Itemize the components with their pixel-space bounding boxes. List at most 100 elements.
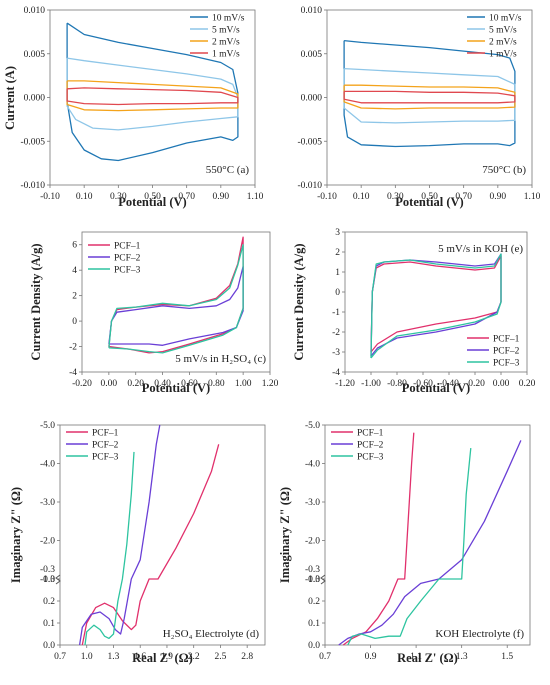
- y-tick-label: -4: [332, 368, 340, 378]
- y-tick-label: -5.0: [40, 421, 55, 431]
- y-tick-label: -3.0: [40, 498, 55, 508]
- y-tick-label: -4: [69, 368, 77, 378]
- x-tick-label: 0.60: [181, 379, 198, 389]
- y-tick-label: -0.005: [20, 137, 45, 147]
- y-tick-label: 1: [335, 268, 340, 278]
- axis-break-mark: [55, 574, 61, 585]
- x-tick-label: -0.80: [387, 379, 407, 389]
- plot-frame: [344, 231, 528, 373]
- series-line-pcf-1: [342, 432, 415, 646]
- y-tick-label: 0.0: [43, 641, 55, 651]
- series-line-5-mv-s: [66, 57, 239, 131]
- x-tick-label: 1.20: [262, 379, 279, 389]
- y-tick-label: -2: [332, 328, 340, 338]
- y-tick-label: 0.010: [24, 6, 46, 16]
- legend-label: 5 mV/s: [212, 26, 240, 36]
- y-axis-title: Imaginary Z" (Ω): [9, 487, 23, 583]
- x-tick-label: -0.60: [413, 379, 433, 389]
- plot-frame: [49, 9, 256, 186]
- x-tick-label: -1.20: [335, 379, 355, 389]
- y-tick-label: 0.3: [308, 575, 320, 585]
- x-tick-label: -0.40: [439, 379, 459, 389]
- series-line-pcf-3: [108, 244, 244, 354]
- x-tick-label: -0.20: [465, 379, 485, 389]
- series-line-pcf-2: [78, 424, 161, 646]
- legend-label: 5 mV/s: [489, 26, 517, 36]
- y-tick-label: 0.2: [308, 597, 320, 607]
- chart-panel-a: -0.10 0.10 0.30 0.50 0.70 0.90 1.10 -0.010 -0.00…: [3, 6, 264, 209]
- x-tick-label: 0.00: [493, 379, 510, 389]
- y-tick-label: 0.010: [301, 6, 323, 16]
- x-tick-label: 0.10: [76, 192, 93, 202]
- x-axis-title: Potential (V): [402, 381, 470, 395]
- legend-label: PCF–3: [92, 453, 119, 463]
- panel-annotation: 5 mV/s in H₂SO₄ (c): [175, 353, 266, 365]
- panel-annotation: KOH Electrolyte (f): [435, 628, 524, 640]
- y-axis-title: Current Density (A/g): [29, 243, 43, 360]
- y-tick-label: -4.0: [40, 460, 55, 470]
- series-line-1-mv-s: [343, 90, 516, 104]
- x-tick-label: 0.20: [519, 379, 536, 389]
- panel-annotation: 5 mV/s in KOH (e): [438, 243, 523, 255]
- plot-frame: [326, 9, 533, 186]
- legend-label: PCF–3: [357, 453, 384, 463]
- x-tick-label: -0.10: [317, 192, 337, 202]
- y-tick-label: 0.000: [301, 94, 323, 104]
- legend-label: PCF–1: [92, 429, 119, 439]
- legend-label: PCF–2: [357, 441, 384, 451]
- x-tick-label: 1.10: [524, 192, 541, 202]
- x-tick-label: 0.7: [319, 652, 331, 662]
- y-tick-label: -0.010: [20, 181, 45, 191]
- x-tick-label: 0.80: [208, 379, 225, 389]
- series-line-pcf-2: [108, 265, 244, 346]
- x-tick-label: 0.40: [154, 379, 171, 389]
- legend-label: 1 mV/s: [489, 50, 517, 60]
- y-tick-label: -4.0: [305, 460, 320, 470]
- series-line-pcf-1: [370, 255, 502, 353]
- x-axis-title: Real Z' (Ω): [397, 651, 458, 665]
- series-line-1-mv-s: [66, 87, 239, 106]
- y-tick-label: 4: [72, 266, 77, 276]
- series-line-10-mv-s: [66, 22, 239, 162]
- y-tick-label: -2: [69, 343, 77, 353]
- chart-panel-b: -0.10 0.10 0.30 0.50 0.70 0.90 1.10 -0.010 -0.00…: [297, 6, 540, 209]
- panel-annotation: 550°C (a): [206, 164, 250, 176]
- x-tick-label: 1.6: [134, 652, 146, 662]
- series-line-pcf-3: [84, 451, 135, 646]
- legend-label: PCF–1: [357, 429, 384, 439]
- y-tick-label: -2.0: [40, 537, 55, 547]
- y-tick-label: -0.005: [297, 137, 322, 147]
- legend-label: PCF–3: [114, 266, 141, 276]
- y-tick-label: -1.0: [40, 575, 55, 585]
- y-break-label: -0.3: [305, 565, 320, 575]
- legend-label: PCF–3: [493, 359, 520, 369]
- chart-panel-c: -0.20 0.00 0.20 0.40 0.60 0.80 1.00 1.20 -4 -2 0 2 4…: [29, 231, 279, 395]
- y-tick-label: -1.0: [305, 575, 320, 585]
- x-tick-label: 1.9: [161, 652, 173, 662]
- x-tick-label: 2.8: [241, 652, 253, 662]
- chart-panel-e: -1.20 -1.00 -0.80 -0.60 -0.40 -0.20 0.00 0.20 -4…: [292, 228, 536, 395]
- y-tick-label: -0.010: [297, 181, 322, 191]
- y-tick-label: -3: [332, 348, 340, 358]
- x-tick-label: 0.30: [110, 192, 127, 202]
- plot-frame: [81, 231, 271, 373]
- legend-label: 10 mV/s: [212, 14, 245, 24]
- y-axis-title: Current (A): [3, 66, 17, 130]
- series-line-pcf-1: [81, 444, 220, 646]
- series-line-pcf-3: [370, 253, 502, 359]
- y-tick-label: 0.000: [24, 94, 46, 104]
- y-tick-label: 6: [72, 241, 77, 251]
- x-tick-label: -0.20: [72, 379, 92, 389]
- x-axis-title: Potential (V): [142, 381, 210, 395]
- series-line-10-mv-s: [343, 39, 516, 148]
- x-tick-label: 0.10: [353, 192, 370, 202]
- series-line-5-mv-s: [343, 67, 516, 124]
- series-line-pcf-3: [347, 448, 472, 646]
- series-line-2-mv-s: [343, 84, 516, 110]
- y-tick-label: 0.1: [43, 619, 55, 629]
- x-axis-title: Potential (V): [118, 195, 186, 209]
- x-tick-label: 0.70: [455, 192, 472, 202]
- x-tick-label: -1.00: [361, 379, 381, 389]
- x-axis-title: Potential (V): [395, 195, 463, 209]
- x-tick-label: 1.3: [108, 652, 120, 662]
